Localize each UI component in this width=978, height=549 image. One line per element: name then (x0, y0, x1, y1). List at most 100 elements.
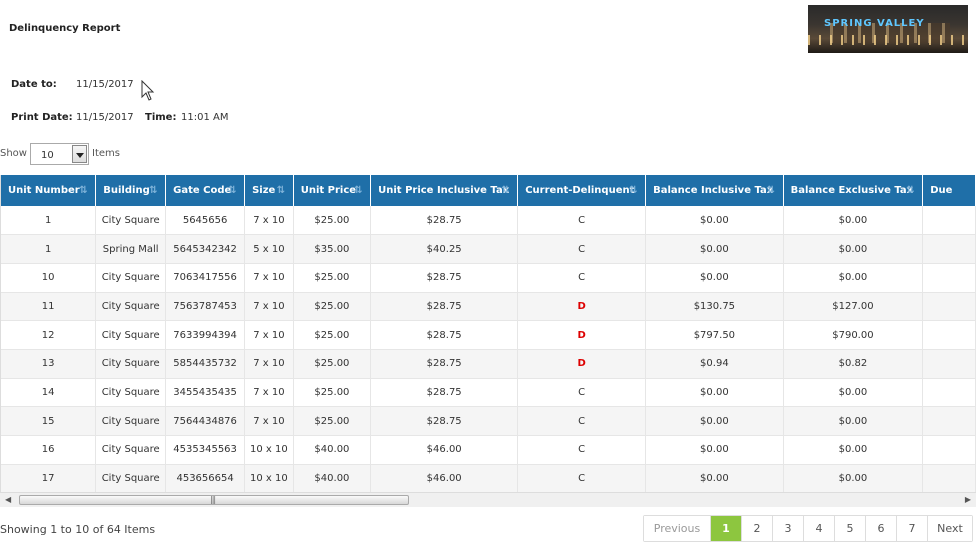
scrollbar-thumb[interactable]: ||| (19, 495, 409, 505)
next-page-button[interactable]: Next (928, 516, 972, 541)
cell-balance-inclusive-tax: $0.00 (645, 263, 784, 293)
cell-balance-exclusive-tax: $0.00 (783, 206, 924, 236)
sort-arrows-icon[interactable]: ⇅ (766, 185, 775, 196)
cell-unit-number: 11 (1, 292, 97, 322)
sort-arrows-icon[interactable]: ⇅ (228, 185, 237, 196)
cell-gate-code: 7564434876 (165, 406, 246, 436)
table-row[interactable]: 17 City Square 453656654 10 x 10 $40.00 $46.0… (1, 464, 976, 492)
print-date-value: 11/15/2017 (76, 112, 134, 123)
sort-arrows-icon[interactable]: ⇅ (149, 185, 158, 196)
chevron-down-icon[interactable] (72, 145, 87, 163)
cell-gate-code: 7563787453 (165, 292, 246, 322)
sort-arrows-icon[interactable]: ⇅ (501, 185, 510, 196)
sort-arrows-icon[interactable]: ⇅ (629, 185, 638, 196)
cell-balance-inclusive-tax: $0.00 (645, 464, 784, 492)
cell-gate-code: 4535345563 (165, 435, 246, 465)
cell-size: 7 x 10 (244, 206, 294, 236)
show-label: Show (0, 148, 27, 159)
cell-current-delinquent: D (517, 292, 647, 322)
page-button-7[interactable]: 7 (897, 516, 928, 541)
date-to-row: Date to: 11/15/2017 (11, 79, 134, 90)
cell-due (922, 378, 976, 408)
column-header-unit-price[interactable]: Unit Price ⇅ (293, 175, 372, 206)
cell-building: City Square (95, 349, 167, 379)
cell-balance-exclusive-tax: $0.82 (783, 349, 924, 379)
column-header-unit-number[interactable]: Unit Number ⇅ (1, 175, 97, 206)
cell-due (922, 406, 976, 436)
cell-balance-exclusive-tax: $0.00 (783, 406, 924, 436)
cell-balance-exclusive-tax: $0.00 (783, 378, 924, 408)
cell-due (922, 435, 976, 465)
time-value: 11:01 AM (181, 112, 229, 123)
table-row[interactable]: 1 City Square 5645656 7 x 10 $25.00 $28.75 C $0… (1, 206, 976, 236)
page-button-1[interactable]: 1 (711, 516, 742, 541)
column-header-gate-code[interactable]: Gate Code ⇅ (165, 175, 246, 206)
cell-unit-price-inclusive-tax: $28.75 (370, 349, 519, 379)
column-header-balance-exclusive-tax[interactable]: Balance Exclusive Tax ⇅ (783, 175, 924, 206)
horizontal-scrollbar[interactable]: ◀ ||| ▶ (0, 492, 976, 507)
cell-unit-price: $35.00 (293, 234, 372, 264)
table-row[interactable]: 16 City Square 4535345563 10 x 10 $40.00 $46.… (1, 435, 976, 465)
sort-arrows-icon[interactable]: ⇅ (906, 185, 915, 196)
cell-size: 7 x 10 (244, 349, 294, 379)
page-button-3[interactable]: 3 (773, 516, 804, 541)
cell-unit-price: $25.00 (293, 206, 372, 236)
cell-unit-price: $25.00 (293, 349, 372, 379)
column-header-label: Gate Code (173, 185, 232, 196)
table-row[interactable]: 14 City Square 3455435435 7 x 10 $25.00 $28.7… (1, 378, 976, 408)
cell-size: 7 x 10 (244, 406, 294, 436)
table-row[interactable]: 10 City Square 7063417556 7 x 10 $25.00 $28.7… (1, 263, 976, 293)
column-header-size[interactable]: Size ⇅ (244, 175, 294, 206)
cell-size: 10 x 10 (244, 464, 294, 492)
cell-balance-exclusive-tax: $0.00 (783, 263, 924, 293)
column-header-building[interactable]: Building ⇅ (95, 175, 167, 206)
cell-building: Spring Mall (95, 234, 167, 264)
page-button-4[interactable]: 4 (804, 516, 835, 541)
print-date-label: Print Date: (11, 112, 73, 123)
cell-balance-inclusive-tax: $0.00 (645, 406, 784, 436)
delinquency-table: Unit Number ⇅ Building ⇅ Gate Code ⇅ Size ⇅ Unit… (1, 175, 976, 492)
cell-balance-exclusive-tax: $0.00 (783, 234, 924, 264)
cell-unit-number: 13 (1, 349, 97, 379)
table-row[interactable]: 12 City Square 7633994394 7 x 10 $25.00 $28.7… (1, 320, 976, 350)
table-header-row: Unit Number ⇅ Building ⇅ Gate Code ⇅ Size ⇅ Unit… (1, 175, 976, 206)
cell-due (922, 234, 976, 264)
table-row[interactable]: 11 City Square 7563787453 7 x 10 $25.00 $28.7… (1, 292, 976, 322)
cell-current-delinquent: C (517, 206, 647, 236)
cell-size: 7 x 10 (244, 292, 294, 322)
page-button-5[interactable]: 5 (835, 516, 866, 541)
pagination: Previous 1 2 3 4 5 6 7 Next (643, 515, 973, 542)
cell-unit-price-inclusive-tax: $28.75 (370, 320, 519, 350)
cell-unit-price: $25.00 (293, 406, 372, 436)
table-row[interactable]: 15 City Square 7564434876 7 x 10 $25.00 $28.7… (1, 406, 976, 436)
arrow-left-icon[interactable]: ◀ (5, 495, 12, 504)
cell-building: City Square (95, 206, 167, 236)
sort-arrows-icon[interactable]: ⇅ (79, 185, 88, 196)
page-button-2[interactable]: 2 (742, 516, 773, 541)
arrow-right-icon[interactable]: ▶ (964, 495, 971, 504)
cell-balance-inclusive-tax: $0.94 (645, 349, 784, 379)
cell-unit-price-inclusive-tax: $28.75 (370, 292, 519, 322)
cell-due (922, 464, 976, 492)
table-row[interactable]: 13 City Square 5854435732 7 x 10 $25.00 $28.7… (1, 349, 976, 379)
cell-unit-number: 14 (1, 378, 97, 408)
sort-arrows-icon[interactable]: ⇅ (354, 185, 363, 196)
cell-balance-inclusive-tax: $0.00 (645, 378, 784, 408)
table-row[interactable]: 1 Spring Mall 5645342342 5 x 10 $35.00 $40.25… (1, 234, 976, 264)
delinquency-grid: Unit Number ⇅ Building ⇅ Gate Code ⇅ Size ⇅ Unit… (0, 175, 976, 492)
column-header-balance-inclusive-tax[interactable]: Balance Inclusive Tax ⇅ (645, 175, 784, 206)
sort-arrows-icon[interactable]: ⇅ (276, 185, 286, 196)
cell-unit-price: $40.00 (293, 435, 372, 465)
column-header-due[interactable]: Due (922, 175, 976, 206)
column-header-label: Current-Delinquent (525, 185, 635, 196)
cell-balance-inclusive-tax: $797.50 (645, 320, 784, 350)
page-size-select[interactable]: 10 (30, 143, 89, 165)
spring-valley-logo: SPRING VALLEY (808, 5, 968, 53)
column-header-current-delinquent[interactable]: Current-Delinquent ⇅ (517, 175, 647, 206)
column-header-unit-price-inclusive-tax[interactable]: Unit Price Inclusive Tax ⇅ (370, 175, 519, 206)
previous-page-button[interactable]: Previous (644, 516, 711, 541)
page-button-6[interactable]: 6 (866, 516, 897, 541)
cell-current-delinquent: D (517, 349, 647, 379)
cell-unit-number: 17 (1, 464, 97, 492)
column-header-label: Building (103, 185, 150, 196)
